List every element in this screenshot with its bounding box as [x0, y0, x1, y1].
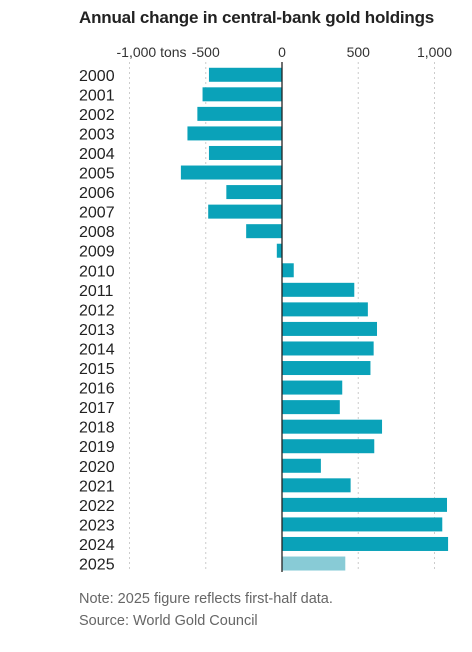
category-label: 2009 [79, 244, 115, 261]
x-axis-ticks: -1,000 tons -500 0 500 1,000 [117, 44, 453, 60]
bar [282, 341, 374, 356]
bar-chart: -1,000 tons -500 0 500 1,000 200020012002200… [79, 44, 453, 574]
bar [202, 87, 282, 102]
bar [187, 126, 282, 141]
category-label: 2001 [79, 87, 115, 104]
bar [282, 497, 448, 512]
bar [282, 302, 368, 317]
bar [282, 439, 375, 454]
bar [282, 517, 443, 532]
bar [282, 263, 294, 278]
category-label: 2024 [79, 537, 115, 554]
bar [282, 478, 351, 493]
bar [282, 458, 321, 473]
category-label: 2023 [79, 517, 115, 534]
bar [208, 145, 282, 160]
category-label: 2011 [79, 283, 114, 300]
bar [282, 321, 378, 336]
bar [282, 282, 355, 297]
x-tick-label: 0 [278, 44, 286, 60]
category-label: 2014 [79, 341, 115, 358]
source-text: Source: World Gold Council [79, 613, 258, 629]
category-label: 2002 [79, 107, 115, 124]
category-label: 2022 [79, 498, 115, 515]
category-label: 2012 [79, 302, 115, 319]
x-tick-label: 1,000 [417, 44, 452, 60]
bar [282, 380, 343, 395]
category-label: 2005 [79, 166, 115, 183]
bar [282, 419, 383, 434]
bar [282, 361, 371, 376]
bar [282, 556, 346, 571]
bar [208, 204, 282, 219]
category-labels: 2000 2001 2002 2003 2004 2005 2006 2007 2008 2009… [79, 68, 115, 574]
category-label: 2019 [79, 439, 115, 456]
category-label: 2010 [79, 263, 115, 280]
bar [208, 67, 282, 82]
category-label: 2015 [79, 361, 115, 378]
category-label: 2013 [79, 322, 115, 339]
category-label: 2006 [79, 185, 115, 202]
bar [246, 224, 282, 239]
category-label: 2021 [79, 478, 115, 495]
bar [276, 243, 282, 258]
chart-title: Annual change in central-bank gold holdi… [79, 8, 435, 27]
x-tick-label: -1,000 tons [117, 44, 187, 60]
bar [226, 185, 282, 200]
bar [282, 400, 340, 415]
category-label: 2004 [79, 146, 115, 163]
bar [197, 106, 282, 121]
category-label: 2003 [79, 126, 115, 143]
bars [180, 67, 449, 571]
category-label: 2020 [79, 459, 115, 476]
category-label: 2016 [79, 381, 115, 398]
note-text: Note: 2025 figure reflects first-half da… [79, 591, 333, 607]
category-label: 2008 [79, 224, 115, 241]
category-label: 2017 [79, 400, 115, 417]
category-label: 2018 [79, 420, 115, 437]
x-tick-label: -500 [192, 44, 220, 60]
category-label: 2025 [79, 557, 115, 574]
bar [180, 165, 282, 180]
bar [282, 536, 449, 551]
gridlines [129, 62, 435, 572]
x-tick-label: 500 [347, 44, 371, 60]
category-label: 2000 [79, 68, 115, 85]
category-label: 2007 [79, 205, 115, 222]
